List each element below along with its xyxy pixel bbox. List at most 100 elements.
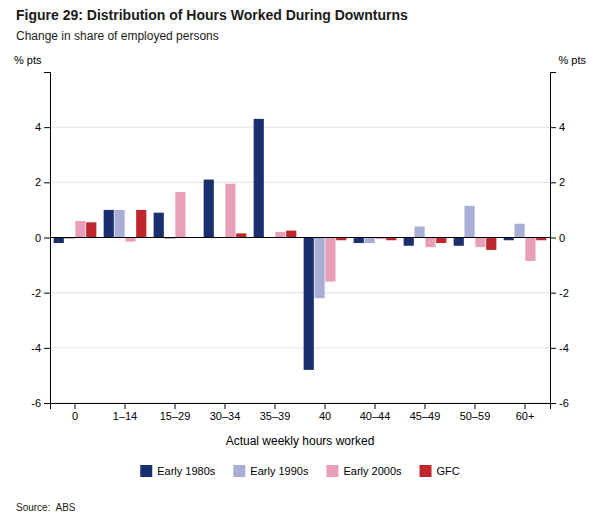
bar — [104, 210, 114, 238]
bar — [486, 238, 496, 250]
y-tick-label: -6 — [31, 397, 41, 409]
legend-swatch — [140, 465, 152, 477]
x-tick-label: 45–49 — [410, 410, 441, 422]
bar — [404, 238, 414, 246]
x-tick-label: 15–29 — [160, 410, 191, 422]
y-tick-mark — [44, 127, 50, 128]
bar-series — [54, 119, 514, 370]
legend: Early 1980s Early 1990s Early 2000s GFC — [140, 465, 460, 477]
bar — [454, 238, 464, 246]
bar — [275, 232, 285, 238]
x-tick: 60+ — [516, 403, 535, 422]
y-tick-label: -4 — [31, 342, 41, 354]
y2-tick-mark — [550, 238, 556, 239]
y-axis-line — [44, 73, 51, 404]
source: Source: ABS — [16, 502, 76, 513]
y2-tick-label: -4 — [559, 342, 569, 354]
x-tick: 35–39 — [260, 403, 291, 422]
legend-label: Early 1990s — [250, 465, 309, 477]
y2-tick-label: -2 — [559, 287, 569, 299]
legend-swatch — [326, 465, 338, 477]
y-tick-mark — [44, 403, 50, 404]
y2-tick: -4 — [550, 342, 569, 354]
y2-tick: 0 — [550, 232, 565, 244]
plot: 01–1415–2930–3435–394040–4445–4950–5960+… — [31, 73, 569, 422]
y-tick-label: 2 — [35, 176, 41, 188]
x-tick: 30–34 — [210, 403, 241, 422]
y-tick-label: 0 — [35, 232, 41, 244]
bars — [54, 119, 547, 370]
bar — [354, 238, 364, 244]
bar — [54, 238, 64, 244]
x-tick-mark — [425, 403, 426, 409]
chart: Figure 29: Distribution of Hours Worked … — [0, 0, 600, 521]
grid-line — [50, 182, 550, 183]
zero-line — [50, 237, 550, 238]
y2-tick: 2 — [550, 176, 565, 188]
x-tick-mark — [225, 403, 226, 409]
y-tick: -6 — [31, 397, 50, 409]
y-tick: 0 — [35, 232, 50, 244]
bar — [325, 238, 335, 282]
y-tick-mark — [44, 348, 50, 349]
bar — [475, 238, 485, 248]
x-tick-mark — [175, 403, 176, 409]
y-axis: -6 -4 -2 0 2 4 — [31, 73, 50, 410]
x-tick: 45–49 — [410, 403, 441, 422]
x-tick-mark — [275, 403, 276, 409]
y-tick-label: -2 — [31, 287, 41, 299]
x-tick-mark — [475, 403, 476, 409]
x-tick-label: 50–59 — [460, 410, 491, 422]
bar — [225, 184, 235, 238]
x-tick: 0 — [72, 403, 78, 422]
legend-item: GFC — [420, 465, 460, 477]
bar — [464, 206, 474, 238]
x-tick-mark — [325, 403, 326, 409]
bar — [304, 238, 314, 370]
legend-item: Early 1990s — [233, 465, 309, 477]
bar — [364, 238, 374, 244]
y-tick-mark — [44, 182, 50, 183]
bar — [236, 233, 246, 237]
x-tick: 40–44 — [360, 403, 391, 422]
x-axis: 0 1–14 15–29 30–34 35–39 40 40–44 45–49 50–59 60+ — [51, 403, 551, 422]
y2-axis: -6-4-2024 — [550, 73, 569, 410]
bar — [136, 210, 146, 238]
y2-tick-mark — [550, 182, 556, 183]
bar — [254, 119, 264, 238]
y-axis-title: % pts — [14, 54, 42, 66]
legend-item: Early 2000s — [326, 465, 402, 477]
x-tick: 40 — [319, 403, 331, 422]
y-tick: -4 — [31, 342, 50, 354]
y2-tick-mark — [550, 127, 556, 128]
bar — [204, 180, 214, 238]
bar — [75, 221, 85, 238]
y2-axis-line — [551, 73, 557, 404]
grid — [50, 127, 550, 403]
x-tick: 50–59 — [460, 403, 491, 422]
y2-tick: 4 — [550, 121, 565, 133]
bar — [114, 210, 124, 238]
grid-line — [50, 127, 550, 128]
grid-line — [50, 292, 550, 293]
x-tick-label: 40 — [319, 410, 331, 422]
bar-series — [64, 206, 524, 298]
legend-label: GFC — [437, 465, 460, 477]
bar — [525, 238, 535, 261]
bar-series — [75, 184, 535, 282]
y-tick-label: 4 — [35, 121, 41, 133]
legend-item: Early 1980s — [140, 465, 216, 477]
x-tick-label: 60+ — [516, 410, 535, 422]
y-tick: 2 — [35, 176, 50, 188]
bar — [425, 238, 435, 248]
bar — [414, 226, 424, 237]
bar — [314, 238, 324, 299]
y-tick: -2 — [31, 287, 50, 299]
x-tick: 1–14 — [113, 403, 137, 422]
x-tick-label: 0 — [72, 410, 78, 422]
y2-tick-mark — [550, 293, 556, 294]
y2-tick-label: 0 — [559, 232, 565, 244]
y2-tick: -2 — [550, 287, 569, 299]
x-tick-mark — [125, 403, 126, 409]
bar — [175, 192, 185, 238]
